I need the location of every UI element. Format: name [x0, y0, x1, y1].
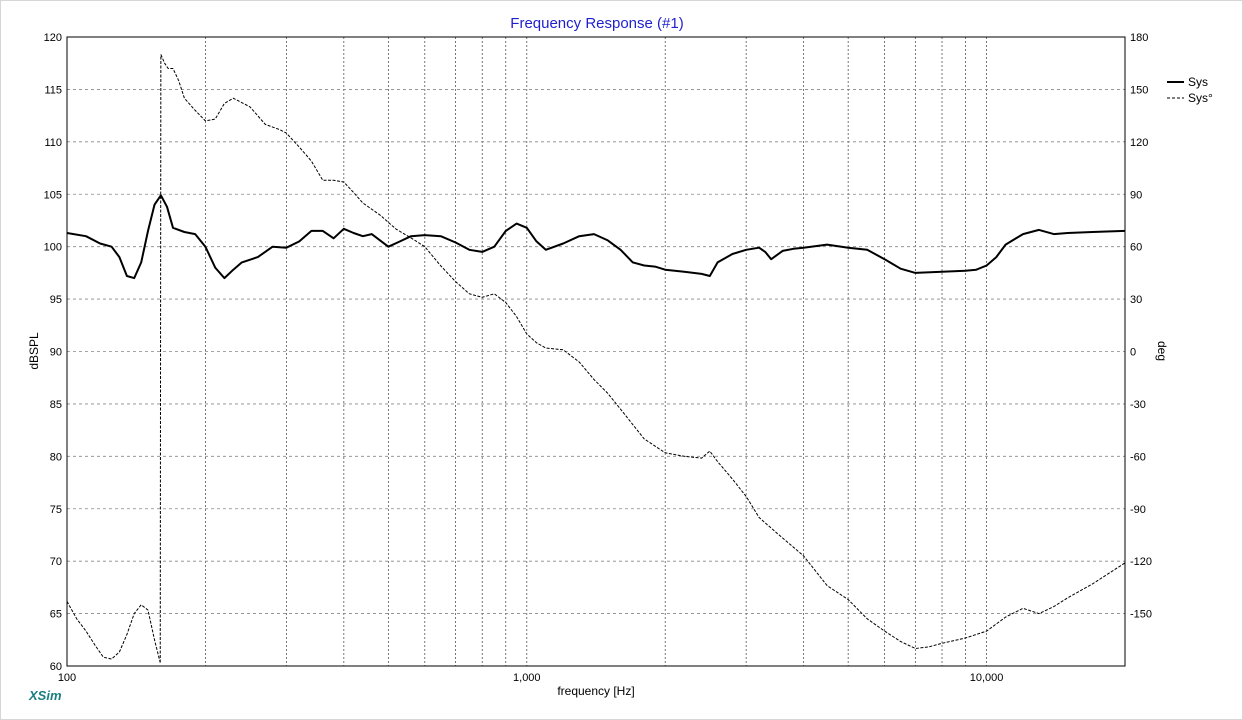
y2-tick-label: -120: [1130, 556, 1152, 568]
y-tick-label: 115: [44, 84, 62, 96]
y2-tick-label: 60: [1130, 242, 1142, 254]
tick-labels: 60 65 70 75 80 85 90 95 100 105 110 115 120 180 150 120…: [44, 32, 1152, 684]
y2-tick-label: -30: [1130, 399, 1146, 411]
y2-tick-label: 180: [1130, 32, 1148, 44]
y2-tick-label: 150: [1130, 84, 1148, 96]
grid-lines: [67, 37, 1125, 666]
plot-area: [66, 36, 1126, 667]
legend: Sys Sys°: [1167, 75, 1213, 105]
y2-tick-label: -150: [1130, 609, 1152, 621]
y-tick-label: 70: [50, 556, 62, 568]
legend-label-sys: Sys: [1188, 75, 1208, 89]
brand-label: XSim: [28, 688, 62, 703]
y2-tick-label: -60: [1130, 451, 1146, 463]
y-tick-label: 105: [44, 189, 62, 201]
x-tick-label: 1,000: [513, 672, 541, 684]
y-tick-label: 85: [50, 399, 62, 411]
y2-tick-label: 0: [1130, 347, 1136, 359]
series-line-sys: [66, 194, 1126, 280]
series-line-sys-phase: [66, 601, 161, 663]
y2-tick-label: 90: [1130, 189, 1142, 201]
y-axis-label: dBSPL: [27, 332, 41, 370]
y-tick-label: 95: [50, 294, 62, 306]
y-tick-label: 100: [44, 242, 62, 254]
legend-label-sys-phase: Sys°: [1188, 91, 1213, 105]
y-tick-label: 80: [50, 451, 62, 463]
y-tick-label: 120: [44, 32, 62, 44]
y-tick-label: 60: [50, 661, 62, 673]
y2-tick-label: 120: [1130, 137, 1148, 149]
y2-tick-label: -90: [1130, 504, 1146, 516]
series-layer: [66, 54, 1126, 663]
phase-wrap-line: [159, 54, 162, 663]
y-tick-label: 110: [44, 137, 62, 149]
chart-title: Frequency Response (#1): [510, 15, 683, 32]
x-axis-label: frequency [Hz]: [557, 684, 634, 698]
x-tick-label: 100: [58, 672, 76, 684]
y2-axis-label: deg: [1155, 341, 1169, 361]
series-line-sys-phase: [160, 54, 1126, 649]
y2-tick-label: 30: [1130, 294, 1142, 306]
x-tick-label: 10,000: [970, 672, 1004, 684]
y-tick-label: 90: [50, 347, 62, 359]
y-tick-label: 65: [50, 609, 62, 621]
y-tick-label: 75: [50, 504, 62, 516]
